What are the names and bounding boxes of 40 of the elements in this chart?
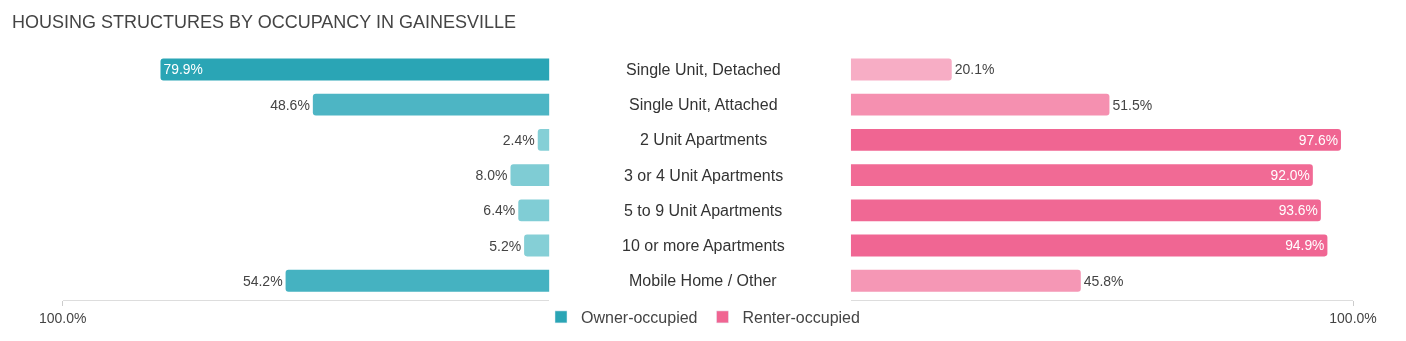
- bar: [285, 269, 550, 292]
- bar: [524, 234, 550, 257]
- y-tick-label: 2 Unit Apartments: [640, 131, 768, 148]
- bar: [518, 199, 550, 222]
- data-label: 79.9%: [163, 61, 203, 78]
- y-tick-label: 10 or more Apartments: [622, 237, 785, 254]
- data-label: 8.0%: [475, 167, 508, 184]
- bar: [510, 164, 550, 187]
- bar: [160, 58, 550, 81]
- bar: [850, 93, 1110, 116]
- data-label: 54.2%: [242, 272, 283, 289]
- data-label: 48.6%: [270, 96, 310, 113]
- y-tick-label: Single Unit, Detached: [626, 61, 781, 78]
- data-label: 2.4%: [502, 131, 535, 148]
- data-label: 93.6%: [1278, 202, 1318, 219]
- data-label: 51.5%: [1112, 96, 1153, 113]
- bar: [850, 234, 1328, 257]
- x-tick-label: 100.0%: [1329, 309, 1377, 326]
- chart-title: HOUSING STRUCTURES BY OCCUPANCY IN GAINESVILLE: [12, 12, 517, 33]
- x-tick-label: 100.0%: [38, 309, 87, 326]
- legend-label: Renter-occupied: [742, 309, 860, 327]
- bar: [850, 199, 1321, 222]
- data-label: 20.1%: [954, 61, 995, 78]
- bar: [312, 93, 550, 116]
- bar: [850, 128, 1341, 151]
- bar: [850, 58, 952, 81]
- data-label: 92.0%: [1270, 167, 1310, 184]
- data-label: 45.8%: [1083, 272, 1124, 289]
- y-tick-label: Mobile Home / Other: [629, 272, 778, 289]
- y-tick-label: 3 or 4 Unit Apartments: [624, 167, 784, 184]
- data-label: 5.2%: [489, 237, 522, 254]
- data-label: 6.4%: [483, 202, 516, 219]
- bar: [537, 128, 550, 151]
- bar: [850, 269, 1081, 292]
- data-label: 94.9%: [1285, 237, 1325, 254]
- y-tick-label: Single Unit, Attached: [629, 96, 778, 113]
- legend-label: Owner-occupied: [581, 309, 698, 327]
- y-tick-label: 5 to 9 Unit Apartments: [624, 202, 783, 219]
- bar: [850, 164, 1313, 187]
- data-label: 97.6%: [1298, 131, 1338, 148]
